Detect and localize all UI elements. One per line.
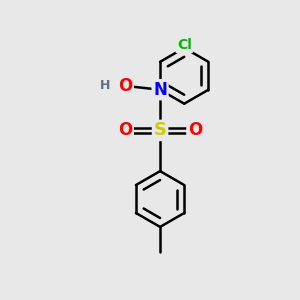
Text: Cl: Cl — [177, 38, 192, 52]
Text: N: N — [153, 81, 167, 99]
Text: H: H — [100, 80, 110, 92]
Text: O: O — [188, 122, 202, 140]
Text: O: O — [118, 122, 132, 140]
Text: S: S — [154, 122, 166, 140]
Text: O: O — [118, 77, 132, 95]
